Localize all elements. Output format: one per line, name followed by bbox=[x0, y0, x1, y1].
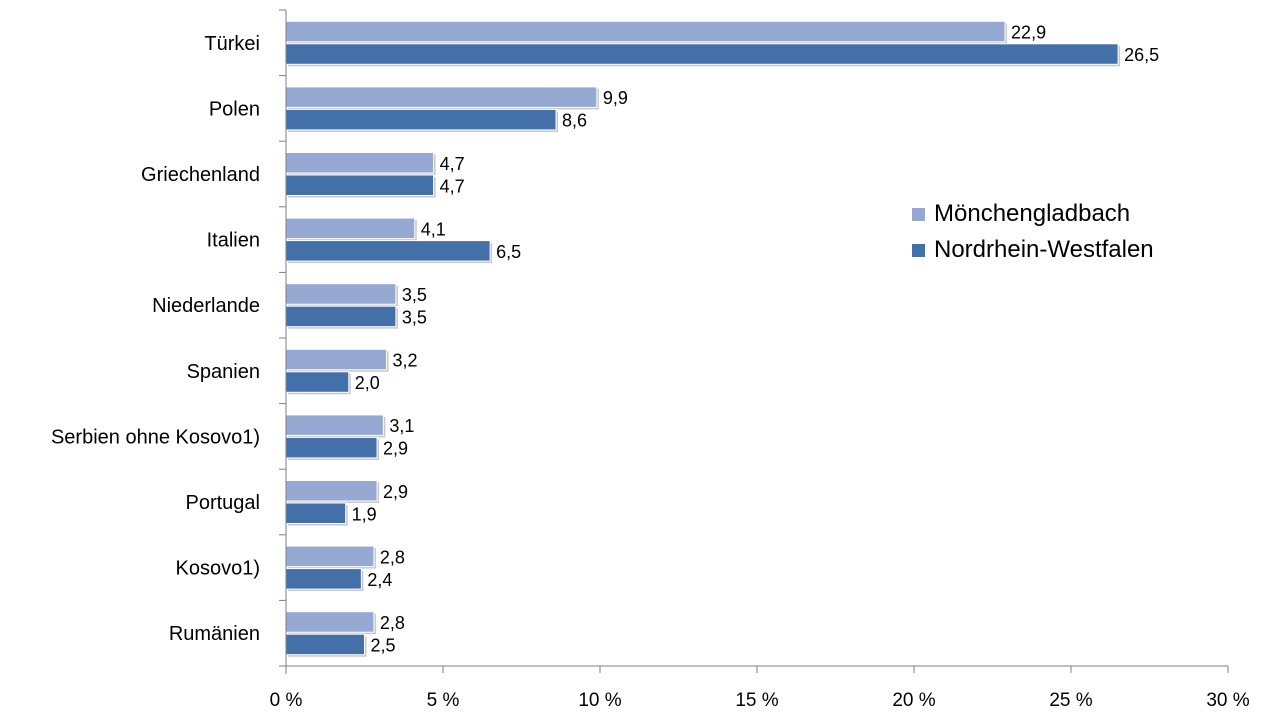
data-label: 2,8 bbox=[380, 613, 405, 633]
bar-nrw bbox=[285, 240, 491, 262]
data-label: 4,7 bbox=[440, 154, 465, 174]
data-label: 2,8 bbox=[380, 547, 405, 567]
bar-nrw bbox=[285, 633, 365, 656]
data-label: 8,6 bbox=[562, 111, 587, 131]
bar-moenchengladbach bbox=[285, 283, 397, 305]
bar-nrw bbox=[285, 174, 435, 196]
x-tick-label: 10 % bbox=[578, 690, 621, 711]
legend-swatch-series-2 bbox=[912, 243, 925, 257]
category-label: Türkei bbox=[204, 33, 260, 55]
legend-swatch-series-1 bbox=[912, 207, 925, 221]
bar-moenchengladbach bbox=[285, 20, 1006, 43]
data-label: 3,5 bbox=[402, 307, 427, 327]
category-label: Kosovo1) bbox=[176, 558, 261, 580]
bar-moenchengladbach bbox=[285, 611, 375, 633]
data-label: 2,9 bbox=[383, 482, 408, 502]
bar-moenchengladbach bbox=[285, 86, 598, 108]
category-label: Polen bbox=[209, 98, 260, 120]
category-label: Serbien ohne Kosovo1) bbox=[51, 426, 260, 448]
data-label: 1,9 bbox=[352, 504, 377, 524]
data-label: 4,1 bbox=[421, 219, 446, 239]
category-label: Niederlande bbox=[152, 295, 260, 317]
x-tick-label: 20 % bbox=[892, 690, 935, 711]
bar-nrw bbox=[285, 502, 347, 524]
bar-moenchengladbach bbox=[285, 414, 384, 436]
bar-nrw bbox=[285, 108, 557, 131]
bar-moenchengladbach bbox=[285, 545, 375, 568]
legend-label-series-1: Mönchengladbach bbox=[934, 200, 1131, 227]
bar-nrw bbox=[285, 371, 350, 393]
category-label: Portugal bbox=[186, 492, 261, 514]
legend-label-series-2: Nordrhein-Westfalen bbox=[934, 236, 1154, 263]
x-tick-label: 5 % bbox=[427, 690, 460, 711]
category-label: Italien bbox=[207, 230, 260, 252]
data-label: 9,9 bbox=[603, 88, 628, 108]
data-label: 2,0 bbox=[355, 373, 380, 393]
data-label: 3,5 bbox=[402, 285, 427, 305]
data-label: 2,4 bbox=[367, 570, 392, 590]
bar-nrw bbox=[285, 436, 378, 459]
x-tick-label: 15 % bbox=[735, 690, 778, 711]
bar-nrw bbox=[285, 568, 362, 590]
data-label: 3,2 bbox=[392, 351, 417, 371]
data-label: 22,9 bbox=[1011, 23, 1046, 43]
bar-moenchengladbach bbox=[285, 217, 416, 240]
bar-moenchengladbach bbox=[285, 152, 435, 174]
x-tick-label: 0 % bbox=[270, 690, 303, 711]
legend-item-series-2: Nordrhein-Westfalen bbox=[912, 232, 1154, 268]
category-label: Spanien bbox=[187, 361, 260, 383]
legend: Mönchengladbach Nordrhein-Westfalen bbox=[912, 196, 1154, 268]
x-tick-label: 25 % bbox=[1049, 690, 1092, 711]
bar-nrw bbox=[285, 43, 1119, 65]
data-label: 6,5 bbox=[496, 242, 521, 262]
bar-moenchengladbach bbox=[285, 480, 378, 502]
bar-nrw bbox=[285, 305, 397, 328]
axes-layer bbox=[279, 9, 1229, 674]
category-label: Griechenland bbox=[141, 164, 260, 186]
bar-moenchengladbach bbox=[285, 348, 387, 371]
legend-item-series-1: Mönchengladbach bbox=[912, 196, 1154, 232]
data-label: 2,9 bbox=[383, 439, 408, 459]
bars-layer bbox=[285, 20, 1121, 657]
category-label: Rumänien bbox=[169, 623, 260, 645]
data-label: 3,1 bbox=[389, 416, 414, 436]
data-label: 2,5 bbox=[371, 635, 396, 655]
data-label: 26,5 bbox=[1124, 45, 1159, 65]
data-label: 4,7 bbox=[440, 176, 465, 196]
labels-layer: Türkei 22,9 26,5 Polen 9,9 8,6 Griechenland 4,7… bbox=[51, 23, 1250, 711]
x-tick-label: 30 % bbox=[1206, 690, 1249, 711]
